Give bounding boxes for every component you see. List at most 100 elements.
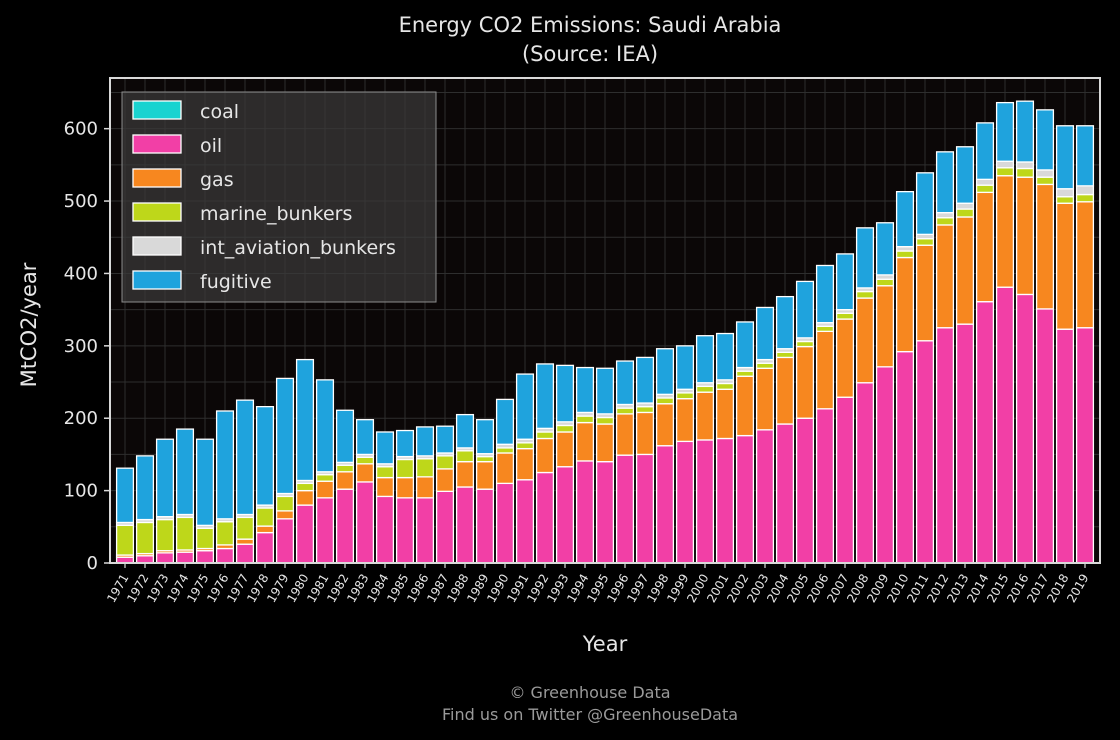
footer-twitter: Find us on Twitter @GreenhouseData (442, 705, 738, 724)
bar-marine_bunkers-2005 (795, 340, 815, 348)
y-tick-label: 500 (64, 191, 98, 212)
bar-fugitive-2006 (815, 264, 835, 324)
bar-marine_bunkers-2002 (735, 370, 755, 377)
bar-marine_bunkers-2019 (1075, 193, 1095, 203)
bar-marine_bunkers-1971 (115, 524, 135, 556)
bar-oil-2017 (1035, 308, 1055, 564)
bar-oil-2007 (835, 396, 855, 564)
bar-marine_bunkers-1982 (335, 464, 355, 473)
bar-fugitive-1986 (415, 426, 435, 457)
bar-fugitive-2001 (715, 332, 735, 381)
legend-label-oil: oil (200, 135, 222, 157)
bar-marine_bunkers-1994 (575, 415, 595, 424)
bar-gas-1988 (455, 461, 475, 488)
bar-fugitive-2017 (1035, 109, 1055, 171)
bar-oil-1982 (335, 488, 355, 564)
bar-oil-2019 (1075, 327, 1095, 564)
bar-oil-1999 (675, 440, 695, 564)
bar-int_aviation_bunkers-2010 (895, 246, 915, 252)
bar-marine_bunkers-2016 (1015, 167, 1035, 178)
bar-int_aviation_bunkers-2014 (975, 178, 995, 186)
legend-swatch-fugitive (132, 270, 182, 290)
bar-oil-1993 (555, 466, 575, 564)
bar-marine_bunkers-1972 (135, 521, 155, 555)
x-axis-label: Year (582, 632, 628, 656)
bar-gas-1986 (415, 476, 435, 499)
bar-marine_bunkers-1995 (595, 416, 615, 425)
bar-marine_bunkers-2015 (995, 167, 1015, 177)
bar-gas-1991 (515, 447, 535, 481)
bar-fugitive-2002 (735, 321, 755, 369)
bar-oil-2009 (875, 366, 895, 564)
bar-oil-1986 (415, 497, 435, 564)
bar-oil-1984 (375, 495, 395, 564)
bar-oil-2015 (995, 286, 1015, 564)
bar-gas-2016 (1015, 176, 1035, 296)
bar-fugitive-1994 (575, 366, 595, 414)
bar-marine_bunkers-1987 (435, 455, 455, 470)
bar-oil-2002 (735, 434, 755, 564)
y-tick-label: 600 (64, 119, 98, 140)
bar-fugitive-1976 (215, 410, 235, 520)
bar-fugitive-2019 (1075, 125, 1095, 187)
bar-marine_bunkers-2014 (975, 184, 995, 194)
bar-gas-2004 (775, 356, 795, 425)
bar-marine_bunkers-1983 (355, 456, 375, 465)
legend-swatch-coal (132, 100, 182, 120)
bar-fugitive-1991 (515, 373, 535, 440)
bar-gas-1997 (635, 411, 655, 456)
bar-gas-2003 (755, 367, 775, 431)
bar-fugitive-1992 (535, 363, 555, 430)
bar-gas-2010 (895, 256, 915, 353)
bar-gas-2013 (955, 216, 975, 325)
y-tick-label: 300 (64, 336, 98, 357)
y-tick-label: 100 (64, 481, 98, 502)
bar-marine_bunkers-1997 (635, 405, 655, 414)
bar-oil-1994 (575, 460, 595, 564)
bar-marine_bunkers-1980 (295, 482, 315, 492)
bar-fugitive-2007 (835, 253, 855, 311)
bar-oil-1998 (655, 445, 675, 564)
chart-subtitle: (Source: IEA) (522, 42, 658, 66)
bar-gas-2005 (795, 345, 815, 419)
bar-oil-1989 (475, 488, 495, 564)
bar-gas-2017 (1035, 183, 1055, 310)
bar-gas-1992 (535, 437, 555, 474)
bar-int_aviation_bunkers-2009 (875, 274, 895, 280)
bar-fugitive-1987 (435, 425, 455, 454)
legend-box (121, 91, 437, 303)
bar-fugitive-2008 (855, 227, 875, 289)
bar-int_aviation_bunkers-2015 (995, 160, 1015, 169)
bar-marine_bunkers-2006 (815, 325, 835, 333)
bar-gas-1995 (595, 423, 615, 463)
bar-fugitive-1993 (555, 364, 575, 423)
bar-fugitive-1975 (195, 438, 215, 527)
bar-oil-2004 (775, 423, 795, 564)
bar-oil-1996 (615, 454, 635, 564)
bar-oil-2014 (975, 301, 995, 564)
bar-gas-2008 (855, 297, 875, 384)
bar-oil-1997 (635, 453, 655, 564)
bar-fugitive-1979 (275, 377, 295, 495)
bar-oil-1973 (155, 552, 175, 564)
bar-oil-2001 (715, 437, 735, 564)
bar-oil-2012 (935, 327, 955, 564)
bar-gas-2006 (815, 330, 835, 410)
bar-marine_bunkers-1986 (415, 458, 435, 478)
bar-fugitive-2004 (775, 295, 795, 350)
bar-gas-1990 (495, 452, 515, 485)
bar-gas-1985 (395, 476, 415, 499)
bar-gas-2002 (735, 375, 755, 437)
bar-oil-1992 (535, 471, 555, 564)
bar-fugitive-1974 (175, 428, 195, 516)
bar-fugitive-1989 (475, 419, 495, 455)
bar-oil-1985 (395, 497, 415, 564)
bar-gas-1979 (275, 510, 295, 520)
legend-label-marine_bunkers: marine_bunkers (200, 203, 352, 225)
bar-marine_bunkers-1998 (655, 397, 675, 405)
bar-marine_bunkers-1974 (175, 516, 195, 551)
bar-fugitive-2010 (895, 190, 915, 248)
bar-oil-1991 (515, 479, 535, 564)
bar-marine_bunkers-1977 (235, 516, 255, 540)
